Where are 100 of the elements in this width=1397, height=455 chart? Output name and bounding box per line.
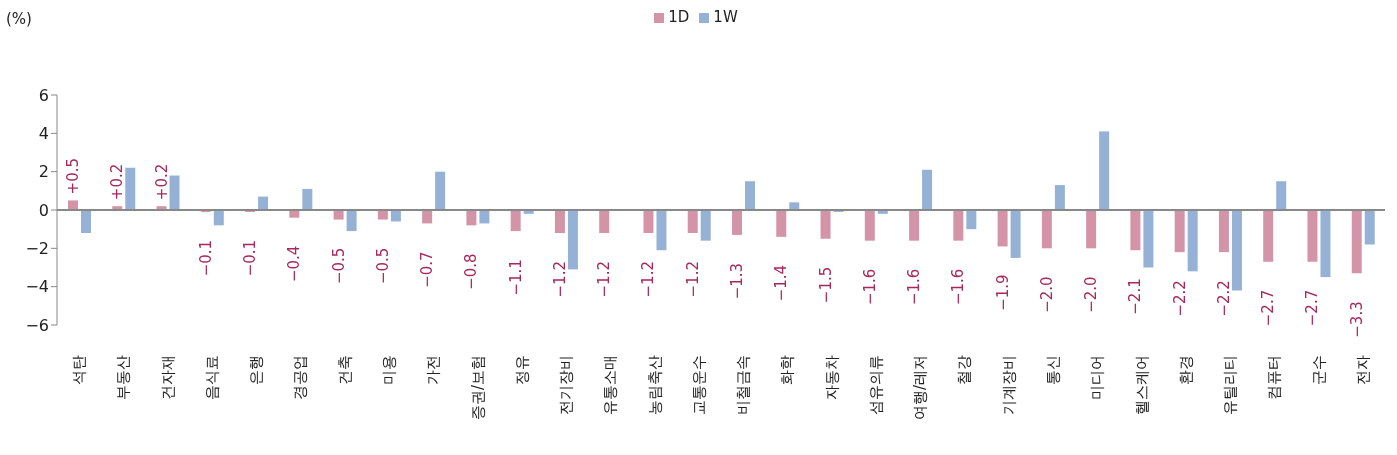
bar xyxy=(1218,210,1229,253)
bar xyxy=(909,210,920,241)
x-tick-label: 은행 xyxy=(247,355,266,385)
bar xyxy=(1099,131,1110,210)
data-label: −1.5 xyxy=(816,266,835,304)
x-tick-label: 군수 xyxy=(1309,355,1328,385)
y-tick-label: 4 xyxy=(38,124,49,144)
x-tick-label: 환경 xyxy=(1176,355,1195,385)
x-tick-label: 통신 xyxy=(1044,355,1062,385)
data-label: −0.7 xyxy=(418,251,437,288)
bar xyxy=(479,210,490,224)
x-tick-label: 전기장비 xyxy=(557,355,576,415)
legend-label: 1W xyxy=(713,8,738,26)
bar xyxy=(435,171,446,210)
bar xyxy=(966,210,977,230)
bar xyxy=(125,167,136,210)
bar xyxy=(820,210,831,239)
data-label: +0.2 xyxy=(108,163,127,201)
data-label: −1.6 xyxy=(860,268,879,306)
y-tick-label: 0 xyxy=(38,200,49,220)
x-tick-label: 비철금속 xyxy=(734,355,753,415)
data-label: −0.5 xyxy=(373,247,392,285)
x-tick-label: 증권/보험 xyxy=(468,355,487,421)
x-tick-label: 유틸리티 xyxy=(1221,355,1240,415)
bar xyxy=(346,210,357,232)
x-tick-label: 경공업 xyxy=(291,355,310,400)
bar xyxy=(68,200,78,210)
bar xyxy=(864,210,875,241)
data-label: −2.1 xyxy=(1126,278,1145,315)
x-tick-label: 건축 xyxy=(335,355,354,385)
x-tick-label: 미용 xyxy=(380,355,398,385)
bar xyxy=(422,210,433,224)
data-label: −3.3 xyxy=(1347,301,1366,338)
data-label: −1.2 xyxy=(639,261,658,298)
bar xyxy=(1364,210,1375,245)
data-label: −1.1 xyxy=(506,259,525,296)
x-tick-label: 자동차 xyxy=(822,355,841,400)
x-tick-label: 화학 xyxy=(778,355,797,385)
bar xyxy=(1174,210,1185,253)
y-axis-title: (%) xyxy=(6,10,32,28)
bar xyxy=(700,210,711,241)
y-tick-label: −2 xyxy=(25,239,49,259)
x-tick-label: 부동산 xyxy=(114,355,133,400)
data-label: −2.0 xyxy=(1082,276,1101,313)
bar xyxy=(390,210,401,222)
bar xyxy=(81,210,91,233)
data-label: −0.1 xyxy=(196,239,215,277)
x-tick-label: 전자 xyxy=(1353,355,1372,385)
x-tick-label: 미디어 xyxy=(1088,355,1107,400)
bar xyxy=(1351,210,1362,274)
y-tick-label: −4 xyxy=(25,277,49,297)
data-label: −1.3 xyxy=(728,262,746,300)
bar xyxy=(1054,185,1065,210)
bar xyxy=(377,210,388,220)
bar xyxy=(169,175,180,210)
bar xyxy=(302,188,313,210)
x-tick-label: 음식료 xyxy=(202,355,221,400)
data-label: −1.6 xyxy=(905,268,924,306)
data-label: −1.4 xyxy=(772,264,791,302)
data-label: +0.5 xyxy=(64,157,82,195)
data-label: −1.9 xyxy=(993,274,1012,311)
bar xyxy=(776,210,787,237)
bar xyxy=(1307,210,1318,262)
data-label: −1.2 xyxy=(595,261,614,298)
data-label: −1.2 xyxy=(683,261,702,298)
bar xyxy=(1130,210,1141,251)
x-tick-label: 교통운수 xyxy=(689,355,708,415)
data-label: −1.6 xyxy=(949,268,968,306)
x-tick-label: 가전 xyxy=(424,355,443,385)
bar xyxy=(466,210,477,226)
x-tick-label: 농림축산 xyxy=(645,355,664,415)
bar xyxy=(1276,181,1287,210)
bar xyxy=(554,210,565,233)
bar xyxy=(599,210,610,233)
x-tick-label: 헬스케어 xyxy=(1132,355,1151,415)
bar xyxy=(1143,210,1154,268)
bar xyxy=(1041,210,1052,249)
bar xyxy=(656,210,667,251)
legend-label: 1D xyxy=(668,8,690,26)
bar xyxy=(333,210,344,220)
x-tick-label: 정유 xyxy=(512,355,531,385)
bar xyxy=(997,210,1008,247)
bar xyxy=(1010,210,1021,258)
y-tick-label: 6 xyxy=(38,85,49,105)
x-tick-label: 건자재 xyxy=(158,355,177,400)
x-tick-label: 기계장비 xyxy=(999,355,1018,415)
bar xyxy=(953,210,964,241)
x-tick-label: 컴퓨터 xyxy=(1265,355,1284,400)
data-label: −0.4 xyxy=(285,245,304,283)
bar xyxy=(732,210,742,235)
bar xyxy=(1263,210,1274,262)
bar xyxy=(258,196,269,210)
data-label: +0.2 xyxy=(152,163,171,201)
bar xyxy=(643,210,654,233)
data-label: −0.5 xyxy=(329,247,348,285)
x-tick-label: 철강 xyxy=(955,355,974,385)
data-label: −2.2 xyxy=(1214,280,1233,317)
bar xyxy=(922,169,933,210)
bar xyxy=(510,210,521,232)
bar xyxy=(687,210,698,233)
